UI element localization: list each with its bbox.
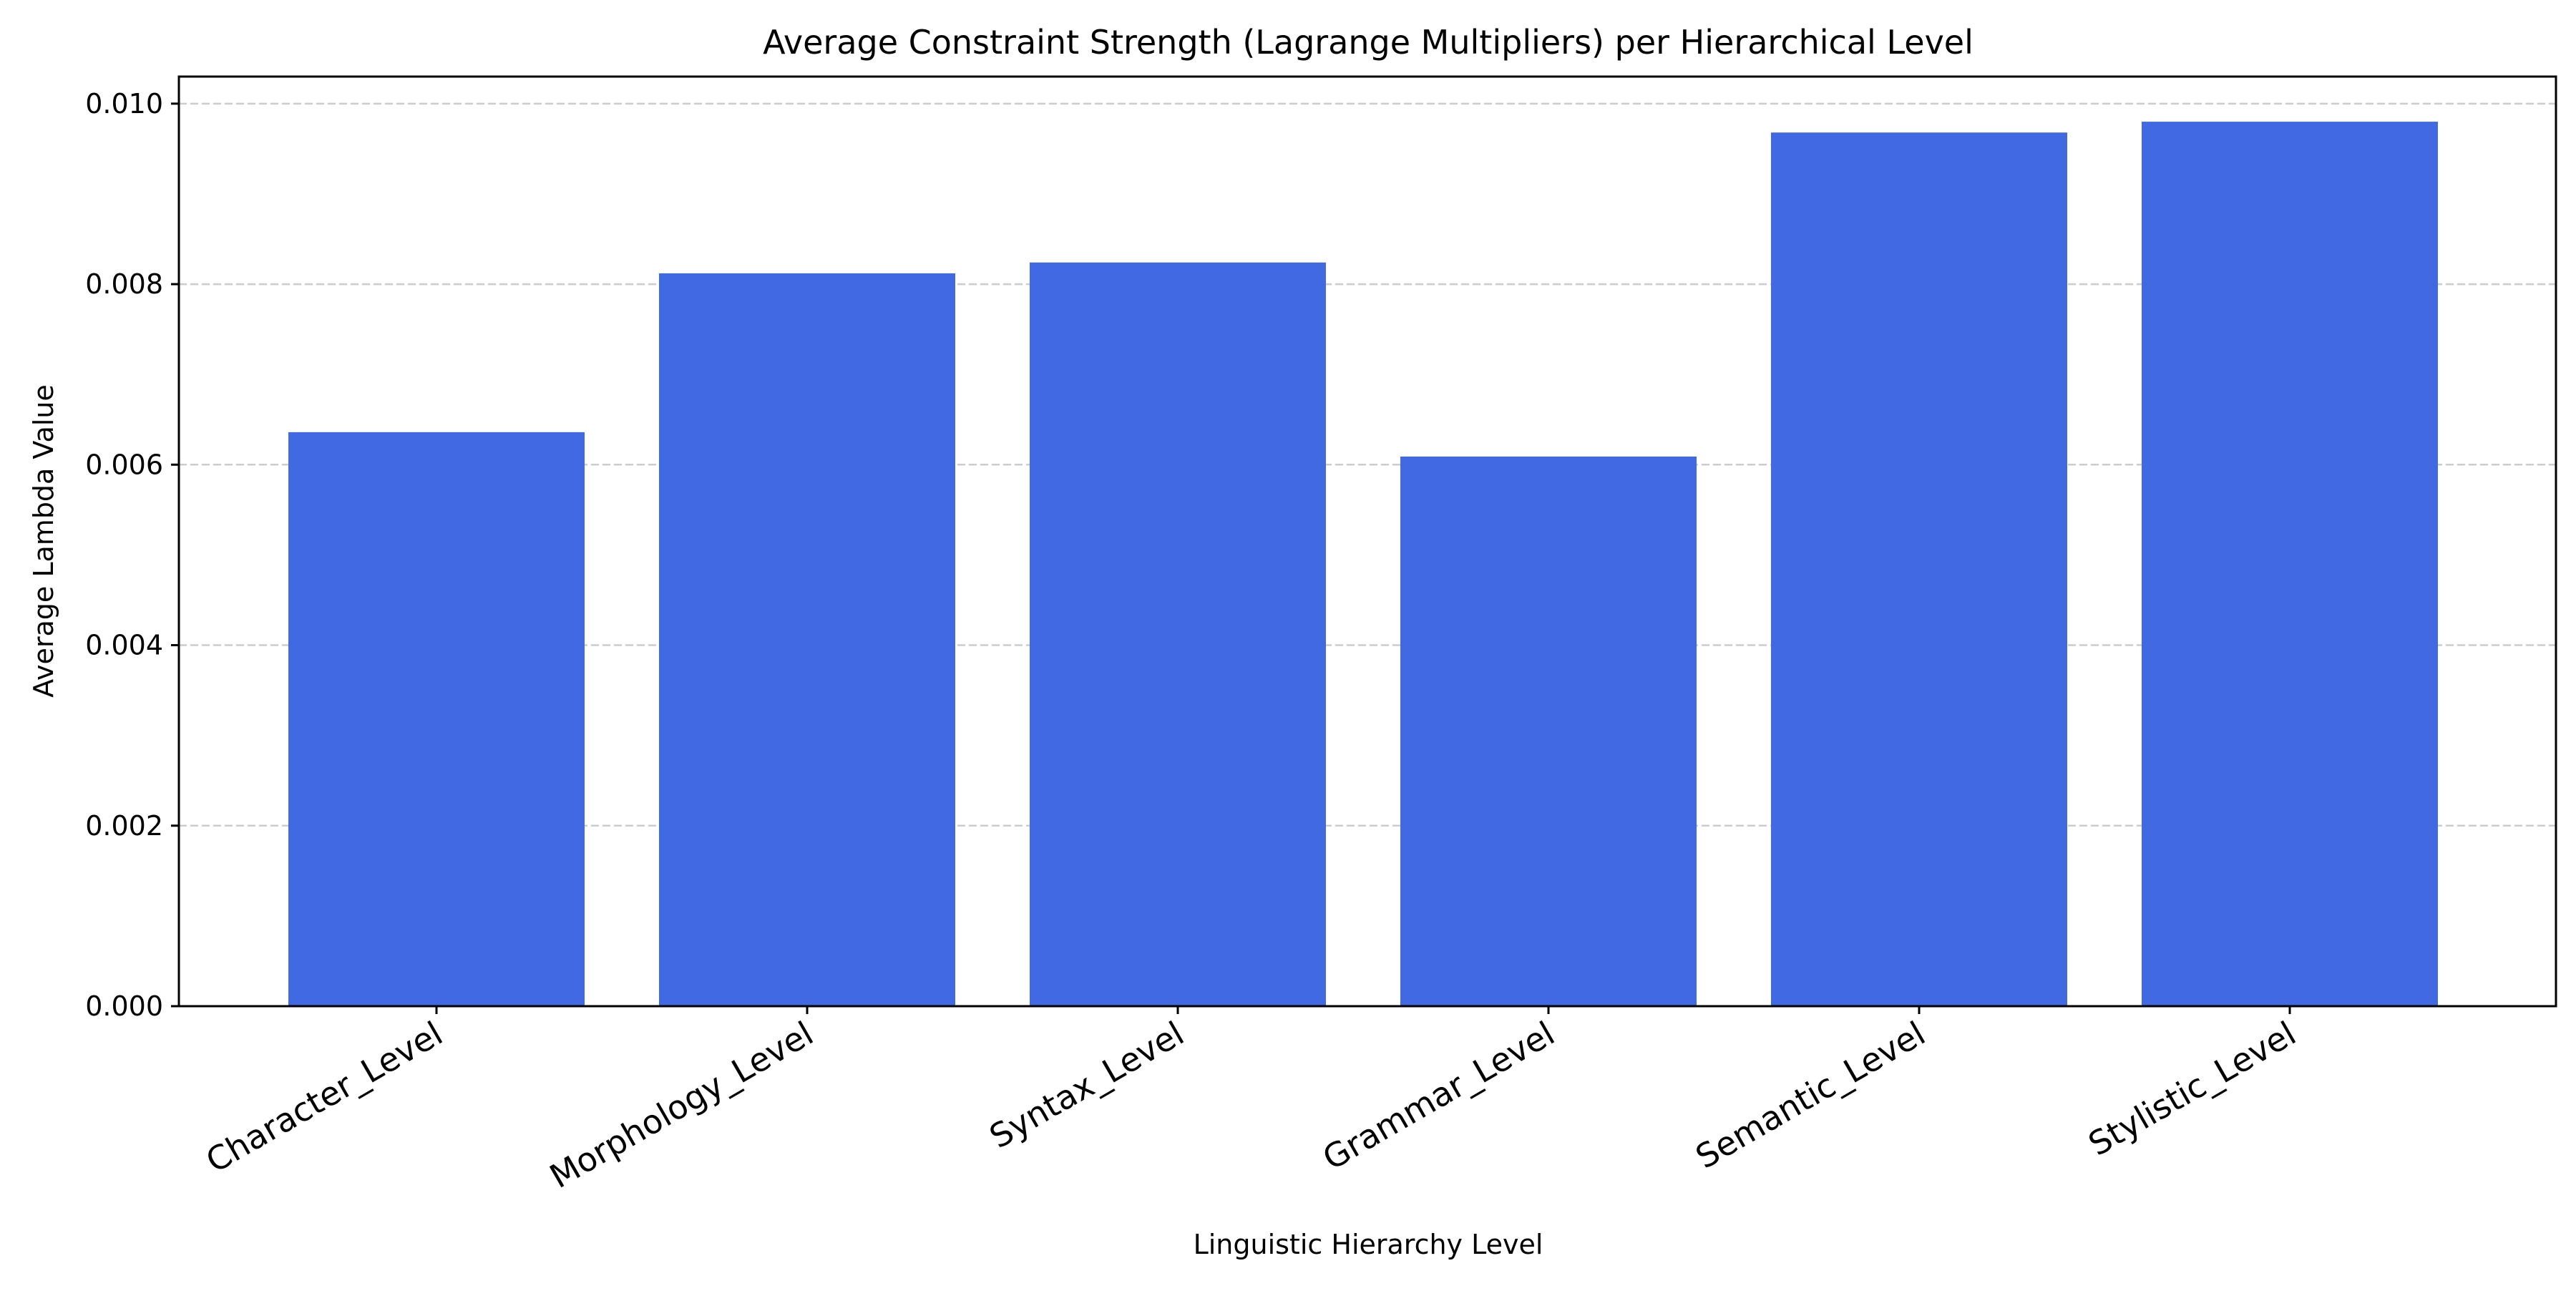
bar [1771, 132, 2067, 1006]
bar [659, 273, 955, 1007]
y-tick-label: 0.010 [85, 88, 163, 120]
chart-title: Average Constraint Strength (Lagrange Mu… [763, 23, 1974, 62]
y-tick-label: 0.002 [85, 810, 163, 842]
bars [288, 122, 2438, 1007]
bar [288, 432, 585, 1006]
y-tick-label: 0.004 [85, 630, 163, 661]
bar [2142, 122, 2438, 1007]
plot-frame [177, 75, 2557, 1008]
bar [1030, 262, 1326, 1006]
bar [1400, 456, 1697, 1006]
y-tick-label: 0.000 [85, 990, 163, 1022]
y-tick-label: 0.006 [85, 449, 163, 480]
y-axis-ticks: 0.000 0.002 0.004 0.006 0.008 0.010 [85, 88, 179, 1022]
y-tick-label: 0.008 [85, 268, 163, 300]
x-axis-label: Linguistic Hierarchy Level [1194, 1229, 1543, 1260]
y-axis-label: Average Lambda Value [28, 384, 59, 698]
